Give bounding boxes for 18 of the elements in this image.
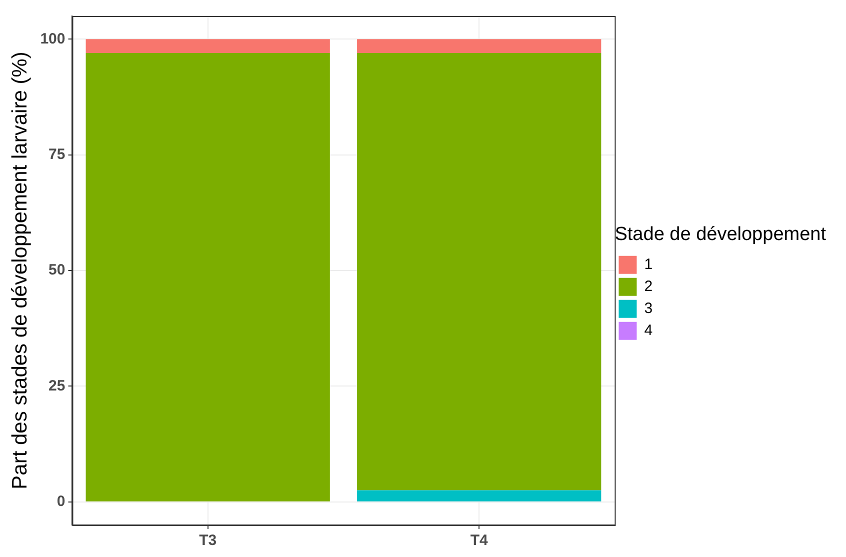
legend-title: Stade de développement [614, 224, 827, 245]
y-tick-label: 0 [56, 493, 66, 510]
bar [86, 39, 330, 54]
bar [357, 39, 602, 54]
bar [357, 53, 602, 490]
x-tick-label: T4 [470, 532, 489, 550]
legend-label: 1 [644, 256, 653, 274]
legend-label: 4 [644, 322, 653, 340]
legend-label: 3 [644, 300, 653, 318]
legend-label: 2 [644, 278, 653, 296]
x-tick-label: T3 [199, 532, 217, 550]
bar [357, 490, 602, 502]
bar [86, 53, 330, 502]
y-tick-label: 100 [40, 30, 66, 48]
y-tick-label: 50 [48, 262, 66, 279]
y-axis-title: Part des stades de développement larvaire (%) [8, 52, 32, 490]
y-tick-label: 75 [48, 146, 66, 163]
y-tick-label: 25 [48, 377, 66, 394]
